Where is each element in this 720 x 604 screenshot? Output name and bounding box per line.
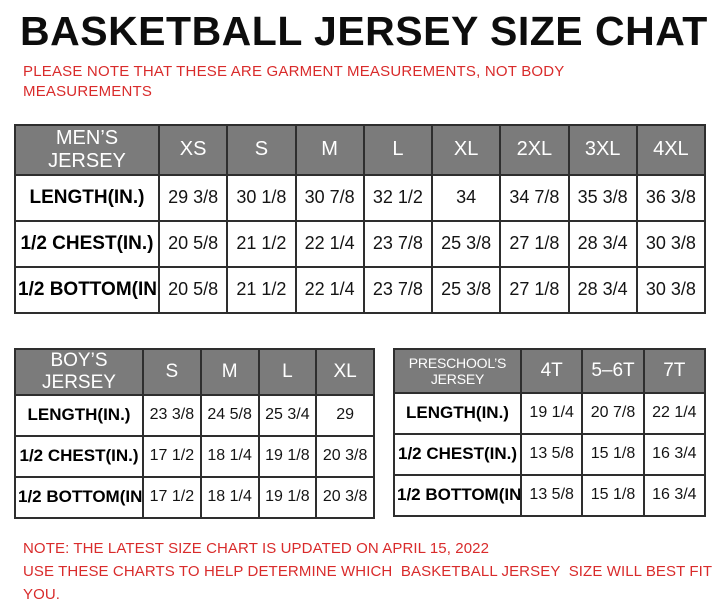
size-value-cell: 21 1/2	[226, 265, 297, 314]
measurement-row-label: LENGTH(IN.)	[393, 391, 522, 435]
measurement-row: 1/2 CHEST(IN.) 17 1/2 18 1/4 19 1/8 20 3/8	[14, 434, 375, 478]
size-value-cell: 27 1/8	[499, 265, 570, 314]
measurement-row-label: 1/2 CHEST(IN.)	[14, 219, 160, 268]
size-value-cell: 20 3/8	[315, 475, 375, 519]
size-column-header: XL	[315, 347, 375, 396]
boys-table-header: BOY’S JERSEY S M L XL	[14, 347, 375, 396]
size-value-cell: 30 3/8	[635, 265, 707, 314]
page-title: BASKETBALL JERSEY SIZE CHAT	[20, 8, 708, 54]
size-value-cell: 28 3/4	[567, 265, 638, 314]
mens-table-header: MEN’S JERSEY XS S M L XL 2XL 3XL 4XL	[14, 123, 707, 176]
size-column-header: 3XL	[567, 123, 638, 176]
size-value-cell: 30 1/8	[226, 173, 297, 222]
size-value-cell: 36 3/8	[635, 173, 707, 222]
measurement-row-label: LENGTH(IN.)	[14, 173, 160, 222]
measurement-row: 1/2 BOTTOM(IN.) 20 5/8 21 1/2 22 1/4 23 7/8 2…	[14, 265, 707, 314]
garment-measurement-note: PLEASE NOTE THAT THESE ARE GARMENT MEASU…	[23, 63, 565, 101]
footer-notes: NOTE: THE LATEST SIZE CHART IS UPDATED O…	[23, 537, 720, 604]
preschool-table-body: LENGTH(IN.) 19 1/4 20 7/8 22 1/4 1/2 CHEST(I…	[393, 391, 707, 517]
size-value-cell: 23 7/8	[362, 265, 434, 314]
boys-jersey-size-table: BOY’S JERSEY S M L XL LENGTH(IN.) 23 3/8 24 5/…	[14, 347, 375, 519]
table-title-cell: PRESCHOOL’S JERSEY	[393, 347, 522, 394]
size-value-cell: 19 1/8	[257, 434, 318, 478]
size-value-cell: 17 1/2	[142, 434, 202, 478]
size-value-cell: 25 3/8	[430, 219, 502, 268]
size-value-cell: 18 1/4	[199, 475, 260, 519]
size-value-cell: 25 3/8	[430, 265, 502, 314]
bottom-tables-row: BOY’S JERSEY S M L XL LENGTH(IN.) 23 3/8 24 5/…	[14, 347, 720, 519]
measurement-row: LENGTH(IN.) 23 3/8 24 5/8 25 3/4 29	[14, 393, 375, 437]
boys-table-body: LENGTH(IN.) 23 3/8 24 5/8 25 3/4 29 1/2 CHEST…	[14, 393, 375, 519]
size-column-header: M	[199, 347, 260, 396]
usage-note: USE THESE CHARTS TO HELP DETERMINE WHICH…	[23, 562, 716, 603]
size-value-cell: 20 3/8	[315, 434, 375, 478]
measurement-row-label: 1/2 BOTTOM(IN.)	[14, 265, 160, 314]
size-column-header: XL	[430, 123, 502, 176]
size-value-cell: 19 1/4	[519, 391, 584, 435]
size-value-cell: 30 7/8	[294, 173, 365, 222]
size-value-cell: 34	[430, 173, 502, 222]
size-column-header: 2XL	[499, 123, 570, 176]
size-value-cell: 16 3/4	[642, 473, 707, 517]
measurement-row-label: 1/2 BOTTOM(IN.)	[393, 473, 522, 517]
size-value-cell: 20 5/8	[157, 265, 229, 314]
size-value-cell: 24 5/8	[199, 393, 260, 437]
size-column-header: XS	[157, 123, 229, 176]
table-title-cell: MEN’S JERSEY	[14, 123, 160, 176]
update-date-note: NOTE: THE LATEST SIZE CHART IS UPDATED O…	[23, 539, 490, 557]
measurement-row: 1/2 BOTTOM(IN.) 13 5/8 15 1/8 16 3/4	[393, 473, 707, 517]
size-column-header: L	[257, 347, 318, 396]
preschool-jersey-size-table: PRESCHOOL’S JERSEY 4T 5–6T 7T LENGTH(IN.) 19…	[393, 347, 707, 517]
size-value-cell: 17 1/2	[142, 475, 202, 519]
size-value-cell: 22 1/4	[294, 219, 365, 268]
measurement-row: LENGTH(IN.) 19 1/4 20 7/8 22 1/4	[393, 391, 707, 435]
measurement-row: LENGTH(IN.) 29 3/8 30 1/8 30 7/8 32 1/2 34 34 …	[14, 173, 707, 222]
size-value-cell: 18 1/4	[199, 434, 260, 478]
size-value-cell: 28 3/4	[567, 219, 638, 268]
size-value-cell: 35 3/8	[567, 173, 638, 222]
measurement-row: 1/2 CHEST(IN.) 20 5/8 21 1/2 22 1/4 23 7/8 25…	[14, 219, 707, 268]
size-value-cell: 30 3/8	[635, 219, 707, 268]
mens-jersey-size-table: MEN’S JERSEY XS S M L XL 2XL 3XL 4XL LENGTH(IN.)…	[14, 123, 707, 314]
size-value-cell: 15 1/8	[581, 432, 645, 476]
measurement-row-label: 1/2 CHEST(IN.)	[393, 432, 522, 476]
measurement-row: 1/2 BOTTOM(IN.) 17 1/2 18 1/4 19 1/8 20 3/8	[14, 475, 375, 519]
size-column-header: S	[142, 347, 202, 396]
size-value-cell: 15 1/8	[581, 473, 645, 517]
size-value-cell: 13 5/8	[519, 473, 584, 517]
size-value-cell: 22 1/4	[294, 265, 365, 314]
size-value-cell: 34 7/8	[499, 173, 570, 222]
size-column-header: M	[294, 123, 365, 176]
size-value-cell: 21 1/2	[226, 219, 297, 268]
measurement-row: 1/2 CHEST(IN.) 13 5/8 15 1/8 16 3/4	[393, 432, 707, 476]
size-value-cell: 27 1/8	[499, 219, 570, 268]
measurement-row-label: 1/2 BOTTOM(IN.)	[14, 475, 144, 519]
size-value-cell: 20 7/8	[581, 391, 645, 435]
size-value-cell: 23 3/8	[142, 393, 202, 437]
size-column-header: 4XL	[635, 123, 707, 176]
size-value-cell: 25 3/4	[257, 393, 318, 437]
mens-table-body: LENGTH(IN.) 29 3/8 30 1/8 30 7/8 32 1/2 34 34 …	[14, 173, 707, 314]
size-value-cell: 32 1/2	[362, 173, 434, 222]
size-value-cell: 22 1/4	[642, 391, 707, 435]
size-value-cell: 29 3/8	[157, 173, 229, 222]
size-value-cell: 13 5/8	[519, 432, 584, 476]
measurement-row-label: 1/2 CHEST(IN.)	[14, 434, 144, 478]
size-value-cell: 23 7/8	[362, 219, 434, 268]
size-value-cell: 19 1/8	[257, 475, 318, 519]
size-column-header: 5–6T	[581, 347, 645, 394]
size-value-cell: 29	[315, 393, 375, 437]
preschool-table-header: PRESCHOOL’S JERSEY 4T 5–6T 7T	[393, 347, 707, 394]
size-column-header: S	[226, 123, 297, 176]
size-column-header: L	[362, 123, 434, 176]
size-value-cell: 16 3/4	[642, 432, 707, 476]
table-title-cell: BOY’S JERSEY	[14, 347, 144, 396]
size-column-header: 7T	[642, 347, 707, 394]
size-value-cell: 20 5/8	[157, 219, 229, 268]
measurement-row-label: LENGTH(IN.)	[14, 393, 144, 437]
size-column-header: 4T	[519, 347, 584, 394]
